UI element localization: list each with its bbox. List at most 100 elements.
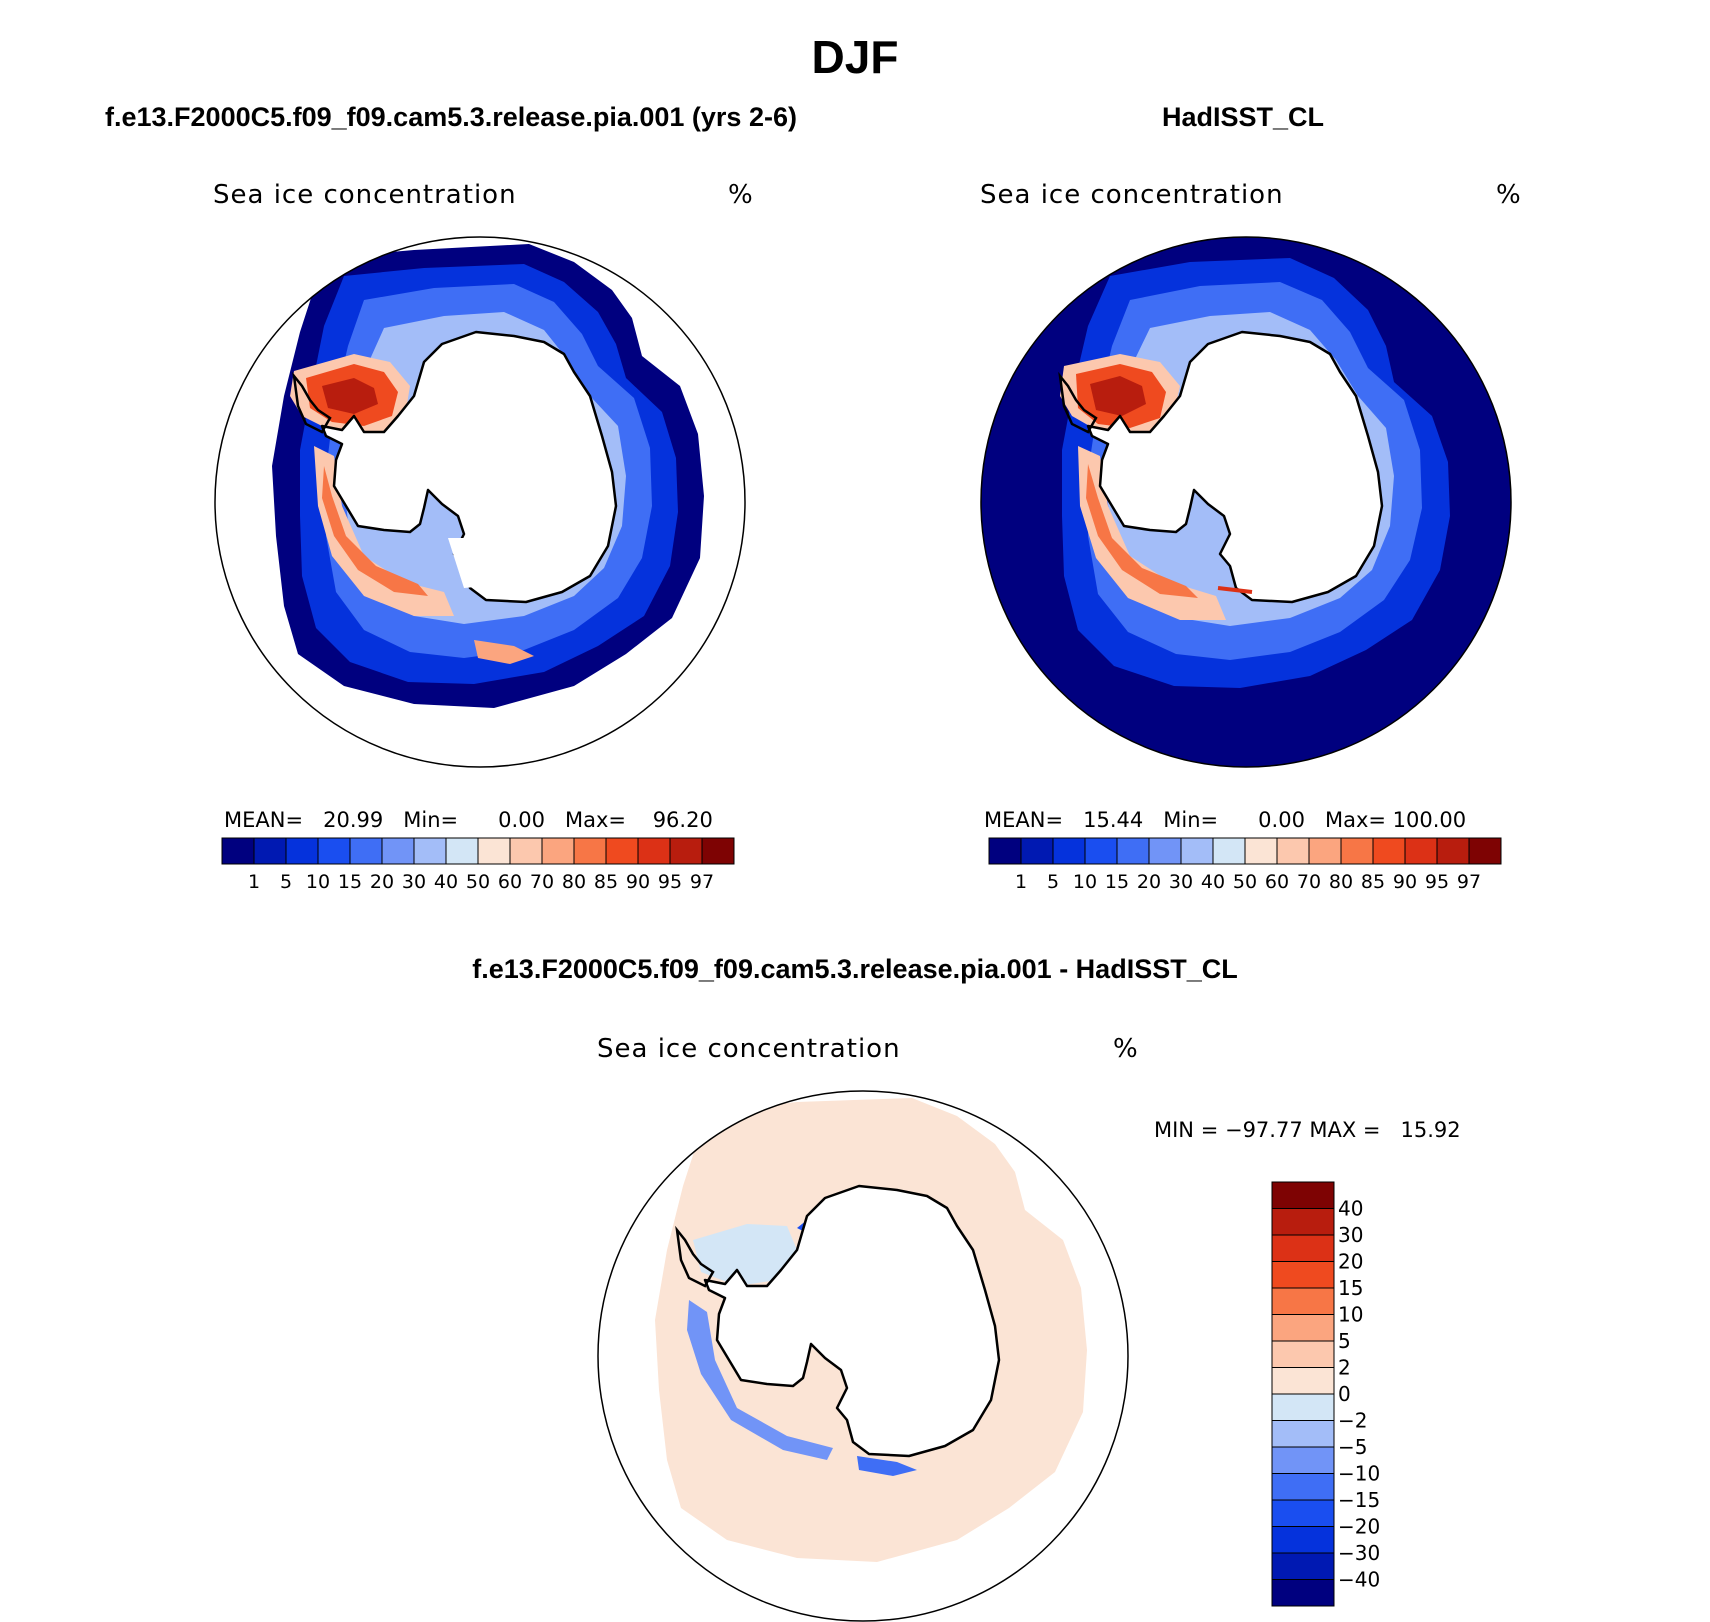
antarctica: [703, 1184, 1001, 1458]
colorbar-swatch: [381, 837, 415, 865]
colorbar-tick-label: −40: [1338, 1568, 1380, 1592]
colorbar-swatch: [1212, 837, 1246, 865]
model-colorbar: 1 5 10 15 20 30 40 50 60 70 80 85 90 95 97: [221, 837, 735, 893]
colorbar-swatch: [285, 837, 319, 865]
map-boundary: [980, 236, 1512, 768]
max-value: 96.20: [652, 808, 713, 832]
diff-stats: MIN = −97.77 MAX = 15.92: [1154, 1118, 1461, 1142]
colorbar-swatch: [1271, 1473, 1335, 1501]
colorbar-swatch: [445, 837, 479, 865]
max-label: Max=: [564, 808, 626, 832]
model-units-label: %: [728, 180, 754, 210]
colorbar-tick-label: 50: [466, 871, 490, 893]
colorbar-tick-label: 30: [1338, 1223, 1363, 1247]
weddell-ice-peak: [1090, 376, 1146, 416]
colorbar-swatch: [1180, 837, 1214, 865]
colorbar-tick-label: 40: [1338, 1197, 1363, 1221]
colorbar-tick-label: 5: [1047, 871, 1059, 893]
colorbar-tick-label: 40: [434, 871, 458, 893]
colorbar-swatch: [605, 837, 639, 865]
colorbar-swatch: [573, 837, 607, 865]
antarctica: [320, 330, 618, 604]
colorbar-swatch: [1271, 1314, 1335, 1342]
colorbar-swatch: [669, 837, 703, 865]
colorbar-swatch: [253, 837, 287, 865]
colorbar-tick-label: 95: [1425, 871, 1449, 893]
diff-panel-title: f.e13.F2000C5.f09_f09.cam5.3.release.pia…: [472, 954, 1238, 984]
colorbar-tick-label: 1: [248, 871, 260, 893]
colorbar-tick-label: −20: [1338, 1515, 1380, 1539]
colorbar-swatch: [1271, 1446, 1335, 1474]
min-value: 0.00: [1258, 808, 1305, 832]
colorbar-tick-label: 15: [1338, 1276, 1363, 1300]
colorbar-swatch: [1271, 1340, 1335, 1368]
colorbar-swatch: [1308, 837, 1342, 865]
colorbar-swatch: [349, 837, 383, 865]
colorbar-swatch: [1271, 1526, 1335, 1554]
min-label: Min=: [1163, 808, 1219, 832]
colorbar-swatch: [1372, 837, 1406, 865]
colorbar-tick-label: 90: [1393, 871, 1417, 893]
colorbar-tick-label: 60: [498, 871, 522, 893]
colorbar-tick-label: 5: [280, 871, 292, 893]
colorbar-tick-label: 80: [1329, 871, 1353, 893]
mean-label: MEAN=: [984, 808, 1064, 832]
obs-units-label: %: [1496, 180, 1522, 210]
max-value: 100.00: [1392, 808, 1467, 832]
colorbar-swatch: [509, 837, 543, 865]
colorbar-tick-label: 40: [1201, 871, 1225, 893]
mean-label: MEAN=: [224, 808, 304, 832]
colorbar-swatch: [1340, 837, 1374, 865]
colorbar-swatch: [1084, 837, 1118, 865]
colorbar-tick-label: 15: [338, 871, 362, 893]
min-value: 0.00: [498, 808, 545, 832]
colorbar-tick-label: 10: [306, 871, 330, 893]
east-ice: [474, 640, 534, 664]
colorbar-swatch: [1271, 1393, 1335, 1421]
colorbar-swatch: [1020, 837, 1054, 865]
diff-map: [597, 1090, 1129, 1622]
map-boundary: [214, 236, 746, 768]
colorbar-tick-label: −2: [1338, 1409, 1367, 1433]
colorbar-tick-label: −15: [1338, 1488, 1380, 1512]
ross-ice-core: [322, 466, 428, 596]
mean-value: 20.99: [323, 808, 384, 832]
colorbar-swatch: [413, 837, 447, 865]
colorbar-tick-label: 1: [1015, 871, 1027, 893]
mean-value: 15.44: [1083, 808, 1144, 832]
figure-title: DJF: [811, 31, 899, 83]
colorbar-swatch: [221, 837, 255, 865]
colorbar-tick-label: 70: [1297, 871, 1321, 893]
colorbar-swatch: [701, 837, 735, 865]
antarctic-peninsula: [1058, 371, 1098, 434]
colorbar-tick-label: 97: [690, 871, 714, 893]
obs-stats: MEAN= 15.44 Min= 0.00 Max= 100.00: [984, 808, 1466, 832]
model-panel-title: f.e13.F2000C5.f09_f09.cam5.3.release.pia…: [105, 102, 797, 132]
diff-units-label: %: [1113, 1034, 1139, 1064]
colorbar-swatch: [1116, 837, 1150, 865]
colorbar-tick-label: 2: [1338, 1356, 1351, 1380]
colorbar-tick-label: 30: [1169, 871, 1193, 893]
colorbar-tick-label: 60: [1265, 871, 1289, 893]
colorbar-tick-label: 0: [1338, 1382, 1351, 1406]
weddell-ice-peak: [322, 378, 378, 414]
colorbar-swatch: [477, 837, 511, 865]
model-stats: MEAN= 20.99 Min= 0.00 Max= 96.20: [224, 808, 713, 832]
ross-ice: [1078, 446, 1226, 620]
obs-colorbar: 1 5 10 15 20 30 40 50 60 70 80 85 90 95 97: [988, 837, 1502, 893]
obs-map: [980, 236, 1512, 768]
diff-band-negative-east: [857, 1456, 917, 1476]
colorbar-swatch: [1052, 837, 1086, 865]
colorbar-swatch: [1404, 837, 1438, 865]
colorbar-swatch: [1436, 837, 1470, 865]
ross-ice: [314, 446, 454, 616]
obs-variable-label: Sea ice concentration: [980, 180, 1284, 210]
diff-variable-label: Sea ice concentration: [597, 1034, 901, 1064]
colorbar-swatch: [988, 837, 1022, 865]
colorbar-tick-label: 10: [1073, 871, 1097, 893]
colorbar-tick-label: 5: [1338, 1329, 1351, 1353]
colorbar-tick-label: 20: [370, 871, 394, 893]
colorbar-tick-label: 15: [1105, 871, 1129, 893]
colorbar-swatch: [1271, 1261, 1335, 1289]
